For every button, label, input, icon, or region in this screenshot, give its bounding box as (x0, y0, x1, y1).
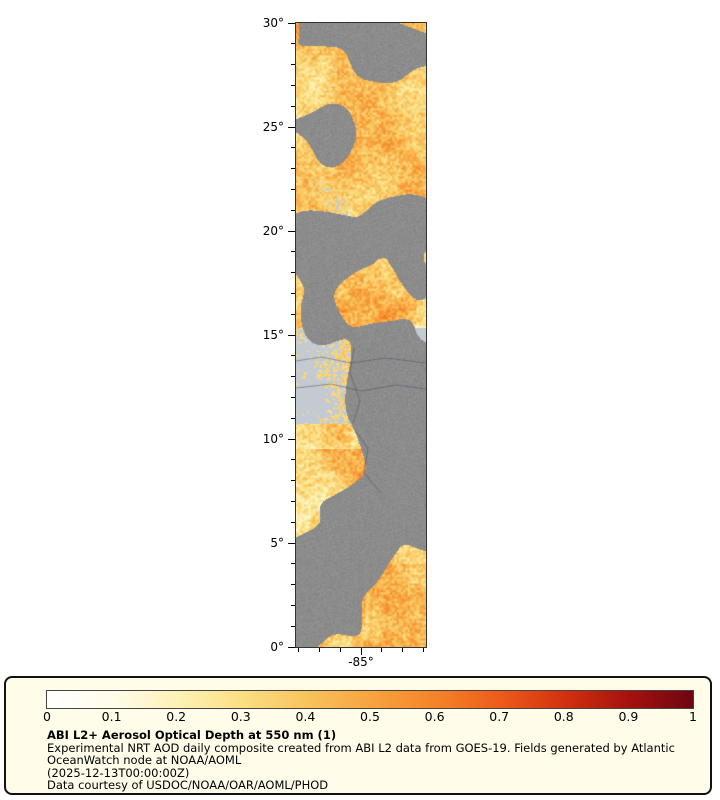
y-minor-tick (291, 396, 295, 398)
y-minor-tick (291, 64, 295, 66)
legend-box: 0 0.1 0.2 0.3 0.4 0.5 0.6 0.7 0.8 0.9 1 ABI L2+ Ae… (4, 676, 712, 795)
y-minor-tick (291, 168, 295, 170)
y-tick (288, 438, 295, 440)
colorbar-tick-label: 0.5 (360, 709, 380, 724)
x-minor-tick (298, 648, 300, 652)
y-minor-tick (291, 459, 295, 461)
x-minor-tick (402, 648, 404, 652)
y-minor-tick (291, 376, 295, 378)
y-minor-tick (291, 43, 295, 45)
caption-line: OceanWatch node at NOAA/AOML (47, 753, 242, 767)
y-tick (288, 230, 295, 232)
colorbar-tick-label: 0 (43, 709, 51, 724)
y-minor-tick (291, 313, 295, 315)
colorbar-tick-label: 0.3 (230, 709, 251, 724)
colorbar-tick-label: 1 (689, 709, 697, 724)
caption-line: (2025-12-13T00:00:00Z) (47, 765, 190, 780)
y-tick-label: 30° (262, 16, 284, 30)
y-tick-label: 20° (262, 224, 284, 238)
aod-colorbar (46, 690, 694, 709)
y-minor-tick (291, 604, 295, 606)
y-tick-label: 25° (262, 120, 284, 134)
y-minor-tick (291, 105, 295, 107)
colorbar-tick-label: 0.1 (101, 709, 122, 724)
colorbar-tick-label: 0.8 (553, 709, 574, 724)
y-minor-tick (291, 480, 295, 482)
y-minor-tick (291, 251, 295, 253)
y-tick (288, 334, 295, 336)
y-minor-tick (291, 292, 295, 294)
x-minor-tick (381, 648, 383, 652)
aod-raster-canvas (296, 23, 426, 647)
y-minor-tick (291, 625, 295, 627)
colorbar-tick-labels: 0 0.1 0.2 0.3 0.4 0.5 0.6 0.7 0.8 0.9 1 (43, 709, 697, 724)
y-tick-label: 0° (270, 640, 284, 654)
colorbar-tick-label: 0.2 (166, 709, 187, 724)
y-minor-tick (291, 147, 295, 149)
caption-line: Data courtesy of USDOC/NOAA/OAR/AOML/PHO… (47, 778, 329, 792)
y-minor-tick (291, 584, 295, 586)
y-minor-tick (291, 563, 295, 565)
y-minor-tick (291, 84, 295, 86)
caption-line: Experimental NRT AOD daily composite cre… (47, 740, 675, 755)
colorbar-tick-label: 0.9 (618, 709, 639, 724)
x-minor-tick (318, 648, 320, 652)
y-tick-label: 15° (262, 328, 284, 342)
y-minor-tick (291, 209, 295, 211)
colorbar-tick-label: 0.6 (424, 709, 445, 724)
x-minor-tick (339, 648, 341, 652)
y-minor-tick (291, 500, 295, 502)
x-tick-label: -85° (348, 655, 374, 669)
y-tick (288, 126, 295, 128)
colorbar-tick-label: 0.4 (295, 709, 316, 724)
y-tick (288, 542, 295, 544)
y-minor-tick (291, 417, 295, 419)
y-tick (288, 646, 295, 648)
aod-map-figure: 30° 25° 20° 15° 10° 5° 0° -85° (262, 16, 427, 669)
y-tick (288, 22, 295, 24)
x-tick (360, 648, 362, 655)
y-minor-tick (291, 355, 295, 357)
x-minor-tick (422, 648, 424, 652)
caption: ABI L2+ Aerosol Optical Depth at 550 nm … (47, 729, 675, 792)
y-tick-label: 10° (262, 432, 284, 446)
y-minor-tick (291, 521, 295, 523)
y-minor-tick (291, 272, 295, 274)
y-tick-label: 5° (270, 536, 284, 550)
colorbar-tick-label: 0.7 (489, 709, 510, 724)
caption-title: ABI L2+ Aerosol Optical Depth at 550 nm … (47, 728, 337, 742)
map-plot-area (295, 22, 427, 648)
y-minor-tick (291, 188, 295, 190)
